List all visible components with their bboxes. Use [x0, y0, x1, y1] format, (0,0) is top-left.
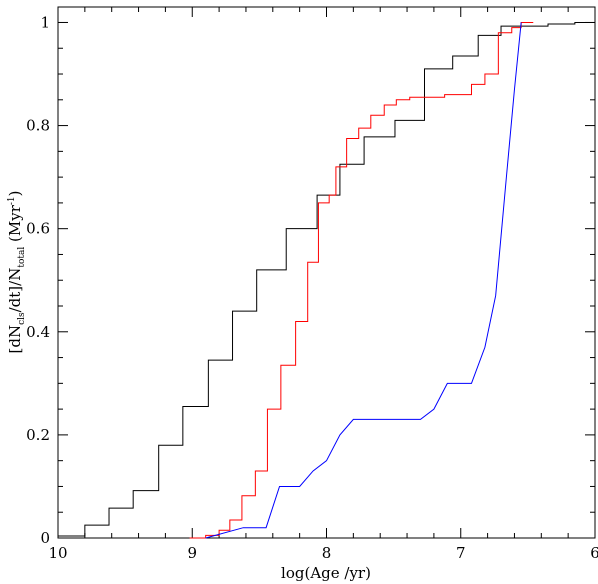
y-axis-title: [dNcls/dt]/Ntotal (Myr-1) [6, 190, 27, 353]
axis-ticks [57, 7, 596, 539]
x-tick-label: 9 [187, 544, 197, 562]
y-tick-label: 0.6 [26, 220, 50, 238]
y-tick-label: 0.8 [26, 117, 50, 135]
x-tick-label: 7 [456, 544, 466, 562]
series-layer [58, 21, 595, 539]
series-red-line [189, 21, 534, 539]
x-axis-title: log(Age /yr) [281, 564, 371, 582]
series-black-line [58, 21, 595, 537]
x-tick-label: 6 [590, 544, 598, 562]
y-tick-label: 0.4 [26, 323, 50, 341]
y-tick-label: 0.2 [26, 426, 50, 444]
tick-labels: 10 9 8 7 6 0 0.2 0.4 0.6 0.8 1 [26, 13, 598, 562]
x-tick-label: 8 [322, 544, 332, 562]
y-tick-label: 1 [40, 13, 50, 31]
series-blue-line [205, 22, 522, 539]
x-tick-label: 10 [48, 544, 67, 562]
y-tick-label: 0 [40, 529, 50, 547]
